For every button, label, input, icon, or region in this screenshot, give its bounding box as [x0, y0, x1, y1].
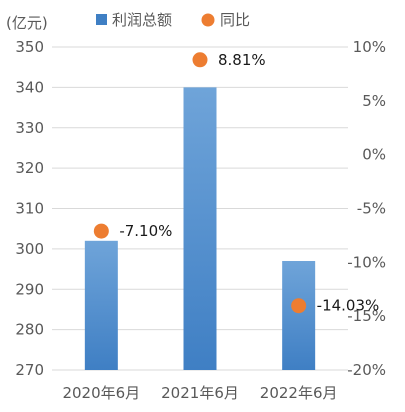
data-label: -7.10% [119, 222, 172, 240]
y-axis-right: -20% -15% -10% -5% 0% 5% 10% [347, 38, 386, 379]
legend-label: 同比 [220, 11, 250, 29]
y-left-tick-label: 340 [15, 78, 44, 96]
x-axis: 2020年6月 2021年6月 2022年6月 [62, 384, 337, 402]
y-right-tick-label: 10% [353, 38, 386, 56]
y-left-tick-label: 270 [15, 361, 44, 379]
yoy-series: -7.10% 8.81% -14.03% [93, 51, 380, 315]
unit-label: (亿元) [6, 14, 48, 32]
legend: 利润总额 同比 [96, 11, 250, 29]
y-right-tick-label: -20% [347, 361, 386, 379]
legend-label: 利润总额 [112, 11, 172, 29]
bar [84, 240, 118, 370]
y-axis-left: 270 280 290 300 310 320 330 340 350 [15, 38, 44, 379]
legend-swatch-bar [96, 14, 107, 25]
yoy-marker [192, 52, 208, 68]
yoy-marker [93, 223, 109, 239]
y-left-tick-label: 280 [15, 321, 44, 339]
y-right-tick-label: -5% [357, 200, 386, 218]
x-tick-label: 2020年6月 [62, 384, 140, 402]
yoy-marker [291, 298, 307, 314]
y-left-tick-label: 330 [15, 119, 44, 137]
y-left-tick-label: 300 [15, 240, 44, 258]
y-left-tick-label: 290 [15, 280, 44, 298]
bar [282, 260, 316, 370]
y-left-tick-label: 350 [15, 38, 44, 56]
bar [183, 87, 217, 370]
data-label: 8.81% [218, 51, 266, 69]
y-left-tick-label: 310 [15, 200, 44, 218]
legend-swatch-marker [201, 13, 215, 27]
y-right-tick-label: -10% [347, 253, 386, 271]
y-right-tick-label: -15% [347, 307, 386, 325]
y-right-tick-label: 5% [362, 92, 386, 110]
data-label: -14.03% [317, 297, 380, 315]
x-tick-label: 2021年6月 [161, 384, 239, 402]
x-tick-label: 2022年6月 [260, 384, 338, 402]
bar-series [84, 87, 316, 370]
y-right-tick-label: 0% [362, 146, 386, 164]
y-left-tick-label: 320 [15, 159, 44, 177]
